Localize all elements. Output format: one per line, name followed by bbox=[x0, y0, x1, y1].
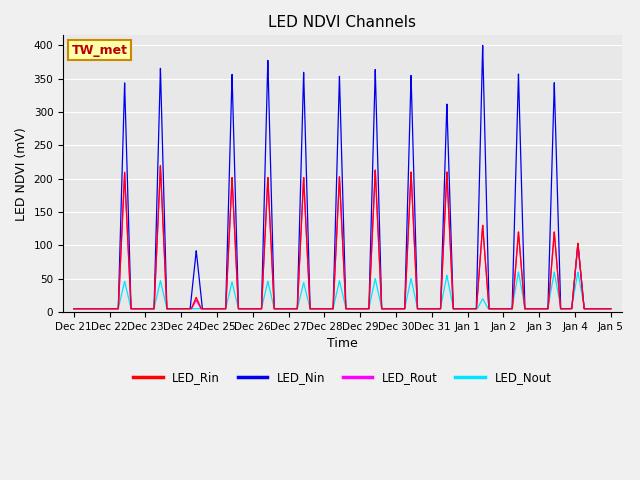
X-axis label: Time: Time bbox=[327, 337, 358, 350]
Text: TW_met: TW_met bbox=[72, 44, 127, 57]
Legend: LED_Rin, LED_Nin, LED_Rout, LED_Nout: LED_Rin, LED_Nin, LED_Rout, LED_Nout bbox=[129, 367, 556, 389]
Title: LED NDVI Channels: LED NDVI Channels bbox=[268, 15, 416, 30]
Y-axis label: LED NDVI (mV): LED NDVI (mV) bbox=[15, 127, 28, 220]
